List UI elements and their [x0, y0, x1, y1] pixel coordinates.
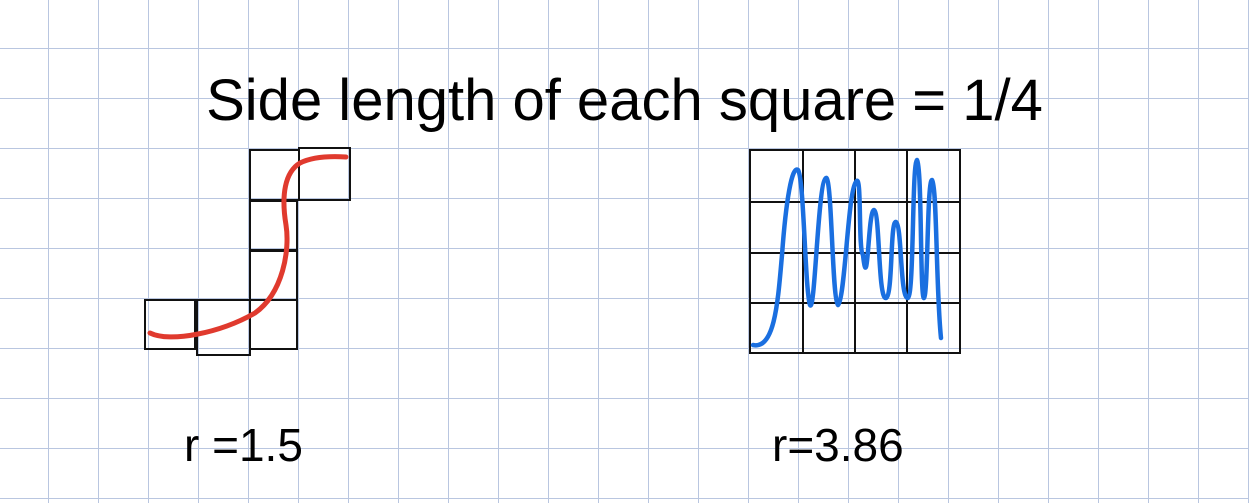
- left-curve: [147, 154, 349, 340]
- left-box: [249, 200, 298, 251]
- left-box: [298, 147, 351, 201]
- left-box: [249, 299, 298, 350]
- right-curve: [750, 157, 944, 348]
- left-box: [144, 299, 196, 350]
- left-covering-boxes: [144, 147, 351, 356]
- right-dimension-label: r=3.86: [772, 419, 904, 471]
- diagram-title: Side length of each square = 1/4: [206, 68, 1043, 133]
- left-dimension-label: r =1.5: [184, 419, 303, 471]
